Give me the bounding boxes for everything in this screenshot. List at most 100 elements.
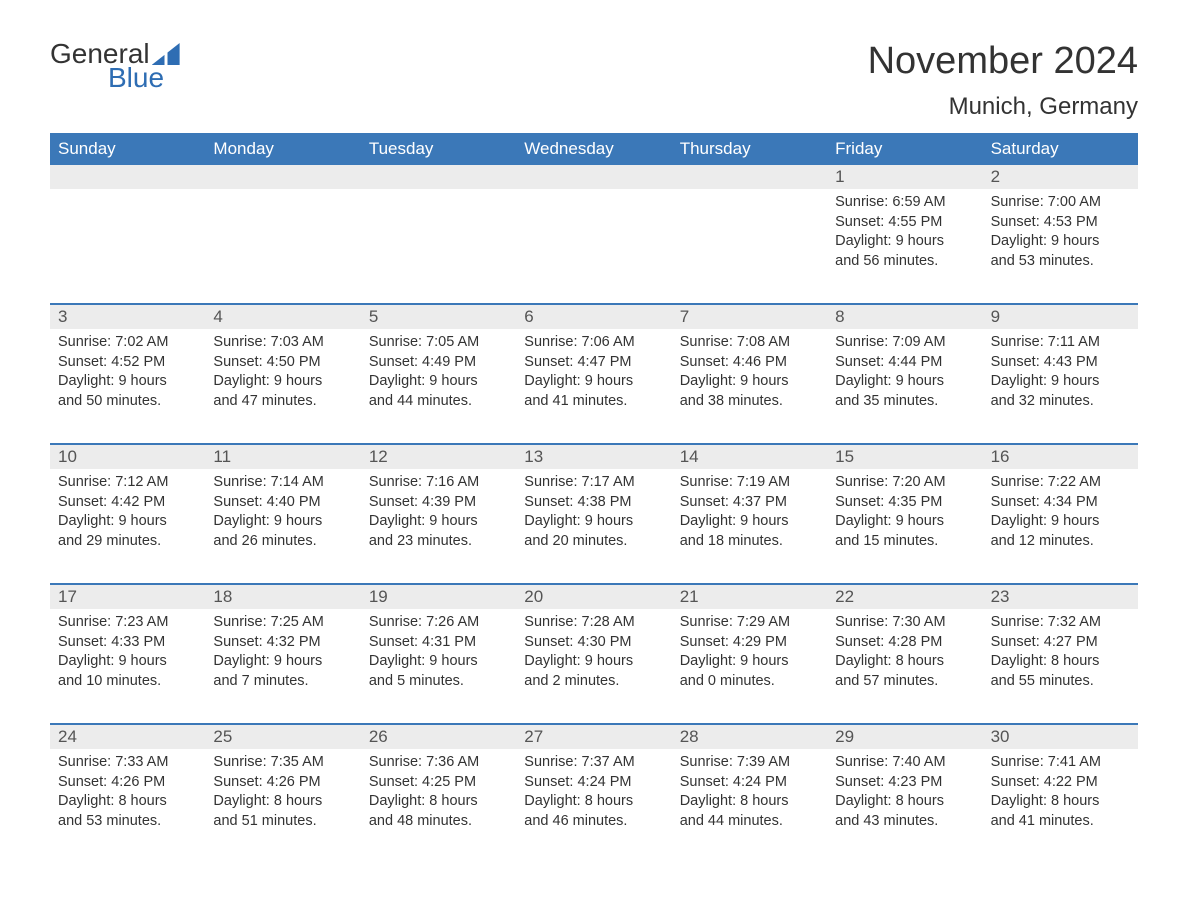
day-cell: Sunrise: 7:40 AMSunset: 4:23 PMDaylight:… bbox=[827, 749, 982, 849]
daylight-line2: and 20 minutes. bbox=[524, 532, 663, 552]
day-number: 17 bbox=[50, 585, 205, 609]
day-cell: Sunrise: 7:19 AMSunset: 4:37 PMDaylight:… bbox=[672, 469, 827, 569]
daylight-line2: and 41 minutes. bbox=[524, 392, 663, 412]
sunset-text: Sunset: 4:38 PM bbox=[524, 493, 663, 513]
sunset-text: Sunset: 4:26 PM bbox=[213, 773, 352, 793]
day-number: 14 bbox=[672, 445, 827, 469]
sunset-text: Sunset: 4:26 PM bbox=[58, 773, 197, 793]
day-number: 9 bbox=[983, 305, 1138, 329]
sunrise-text: Sunrise: 7:19 AM bbox=[680, 473, 819, 493]
day-header-thursday: Thursday bbox=[672, 133, 827, 165]
daylight-line1: Daylight: 9 hours bbox=[58, 512, 197, 532]
daylight-line1: Daylight: 9 hours bbox=[835, 512, 974, 532]
daynum-row: 24252627282930 bbox=[50, 725, 1138, 749]
day-number: 18 bbox=[205, 585, 360, 609]
sunrise-text: Sunrise: 7:26 AM bbox=[369, 613, 508, 633]
sunset-text: Sunset: 4:40 PM bbox=[213, 493, 352, 513]
day-number: 4 bbox=[205, 305, 360, 329]
week-row: 3456789Sunrise: 7:02 AMSunset: 4:52 PMDa… bbox=[50, 303, 1138, 429]
day-cell: Sunrise: 7:02 AMSunset: 4:52 PMDaylight:… bbox=[50, 329, 205, 429]
sunset-text: Sunset: 4:49 PM bbox=[369, 353, 508, 373]
day-cell: Sunrise: 7:14 AMSunset: 4:40 PMDaylight:… bbox=[205, 469, 360, 569]
daylight-line1: Daylight: 9 hours bbox=[835, 372, 974, 392]
day-cell: Sunrise: 7:41 AMSunset: 4:22 PMDaylight:… bbox=[983, 749, 1138, 849]
daylight-line2: and 44 minutes. bbox=[680, 812, 819, 832]
daylight-line2: and 38 minutes. bbox=[680, 392, 819, 412]
day-cell: Sunrise: 7:23 AMSunset: 4:33 PMDaylight:… bbox=[50, 609, 205, 709]
day-number: 27 bbox=[516, 725, 671, 749]
calendar: Sunday Monday Tuesday Wednesday Thursday… bbox=[50, 133, 1138, 849]
sunrise-text: Sunrise: 7:03 AM bbox=[213, 333, 352, 353]
sunrise-text: Sunrise: 7:17 AM bbox=[524, 473, 663, 493]
day-cell: Sunrise: 7:11 AMSunset: 4:43 PMDaylight:… bbox=[983, 329, 1138, 429]
title-block: November 2024 Munich, Germany bbox=[868, 40, 1138, 121]
week-row: 24252627282930Sunrise: 7:33 AMSunset: 4:… bbox=[50, 723, 1138, 849]
daylight-line1: Daylight: 8 hours bbox=[835, 652, 974, 672]
sunrise-text: Sunrise: 7:37 AM bbox=[524, 753, 663, 773]
day-number: 29 bbox=[827, 725, 982, 749]
day-number: 20 bbox=[516, 585, 671, 609]
daylight-line1: Daylight: 8 hours bbox=[369, 792, 508, 812]
sunset-text: Sunset: 4:55 PM bbox=[835, 213, 974, 233]
day-number bbox=[672, 165, 827, 189]
daylight-line2: and 44 minutes. bbox=[369, 392, 508, 412]
daylight-line2: and 46 minutes. bbox=[524, 812, 663, 832]
daylight-line1: Daylight: 9 hours bbox=[991, 232, 1130, 252]
day-number: 22 bbox=[827, 585, 982, 609]
daylight-line2: and 0 minutes. bbox=[680, 672, 819, 692]
day-cell: Sunrise: 7:39 AMSunset: 4:24 PMDaylight:… bbox=[672, 749, 827, 849]
day-cell: Sunrise: 7:29 AMSunset: 4:29 PMDaylight:… bbox=[672, 609, 827, 709]
daynum-row: 17181920212223 bbox=[50, 585, 1138, 609]
sunset-text: Sunset: 4:37 PM bbox=[680, 493, 819, 513]
day-cell: Sunrise: 7:35 AMSunset: 4:26 PMDaylight:… bbox=[205, 749, 360, 849]
daylight-line2: and 7 minutes. bbox=[213, 672, 352, 692]
daybody-row: Sunrise: 7:12 AMSunset: 4:42 PMDaylight:… bbox=[50, 469, 1138, 569]
day-cell: Sunrise: 7:06 AMSunset: 4:47 PMDaylight:… bbox=[516, 329, 671, 429]
day-number: 3 bbox=[50, 305, 205, 329]
daylight-line1: Daylight: 8 hours bbox=[213, 792, 352, 812]
sunset-text: Sunset: 4:46 PM bbox=[680, 353, 819, 373]
daylight-line1: Daylight: 9 hours bbox=[213, 372, 352, 392]
day-cell bbox=[672, 189, 827, 289]
sunrise-text: Sunrise: 7:05 AM bbox=[369, 333, 508, 353]
sunrise-text: Sunrise: 7:29 AM bbox=[680, 613, 819, 633]
day-header-tuesday: Tuesday bbox=[361, 133, 516, 165]
daylight-line2: and 5 minutes. bbox=[369, 672, 508, 692]
daylight-line1: Daylight: 8 hours bbox=[524, 792, 663, 812]
daylight-line2: and 32 minutes. bbox=[991, 392, 1130, 412]
sunrise-text: Sunrise: 7:41 AM bbox=[991, 753, 1130, 773]
daylight-line2: and 48 minutes. bbox=[369, 812, 508, 832]
day-cell: Sunrise: 7:33 AMSunset: 4:26 PMDaylight:… bbox=[50, 749, 205, 849]
day-cell bbox=[516, 189, 671, 289]
day-header-monday: Monday bbox=[205, 133, 360, 165]
day-cell: Sunrise: 7:36 AMSunset: 4:25 PMDaylight:… bbox=[361, 749, 516, 849]
sunset-text: Sunset: 4:34 PM bbox=[991, 493, 1130, 513]
daylight-line2: and 26 minutes. bbox=[213, 532, 352, 552]
sunrise-text: Sunrise: 7:09 AM bbox=[835, 333, 974, 353]
sunrise-text: Sunrise: 7:28 AM bbox=[524, 613, 663, 633]
daylight-line1: Daylight: 9 hours bbox=[991, 512, 1130, 532]
daylight-line1: Daylight: 9 hours bbox=[213, 512, 352, 532]
daylight-line1: Daylight: 8 hours bbox=[680, 792, 819, 812]
sunrise-text: Sunrise: 7:33 AM bbox=[58, 753, 197, 773]
day-number: 24 bbox=[50, 725, 205, 749]
daylight-line2: and 53 minutes. bbox=[58, 812, 197, 832]
daybody-row: Sunrise: 7:02 AMSunset: 4:52 PMDaylight:… bbox=[50, 329, 1138, 429]
daylight-line1: Daylight: 9 hours bbox=[369, 372, 508, 392]
day-cell: Sunrise: 7:32 AMSunset: 4:27 PMDaylight:… bbox=[983, 609, 1138, 709]
sunset-text: Sunset: 4:32 PM bbox=[213, 633, 352, 653]
daynum-row: 12 bbox=[50, 165, 1138, 189]
day-number: 6 bbox=[516, 305, 671, 329]
sunset-text: Sunset: 4:22 PM bbox=[991, 773, 1130, 793]
day-cell: Sunrise: 7:28 AMSunset: 4:30 PMDaylight:… bbox=[516, 609, 671, 709]
sunset-text: Sunset: 4:28 PM bbox=[835, 633, 974, 653]
sunrise-text: Sunrise: 7:14 AM bbox=[213, 473, 352, 493]
day-number: 23 bbox=[983, 585, 1138, 609]
sunrise-text: Sunrise: 7:23 AM bbox=[58, 613, 197, 633]
day-cell bbox=[205, 189, 360, 289]
daylight-line1: Daylight: 9 hours bbox=[58, 652, 197, 672]
daylight-line2: and 15 minutes. bbox=[835, 532, 974, 552]
week-row: 12Sunrise: 6:59 AMSunset: 4:55 PMDayligh… bbox=[50, 165, 1138, 289]
daylight-line1: Daylight: 9 hours bbox=[835, 232, 974, 252]
sunset-text: Sunset: 4:24 PM bbox=[524, 773, 663, 793]
